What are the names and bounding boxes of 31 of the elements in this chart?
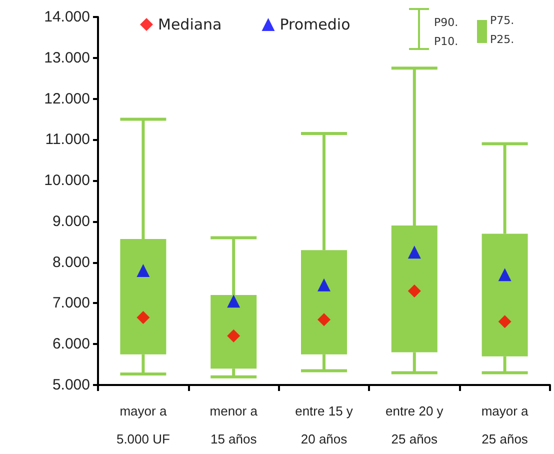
point [498,268,512,282]
point [408,284,421,298]
point [408,246,421,259]
point [498,315,512,328]
y-tick-label: 10.000 [44,172,90,190]
annotation: P25. [490,33,514,46]
y-tick-label: 12.000 [44,90,90,108]
y-tick-label: 14.000 [44,8,90,26]
x-tick-label: menor a 15 años [210,404,258,446]
y-tick-label: 8.000 [52,254,90,271]
annotation: P10. [434,35,458,48]
point [136,264,150,278]
legend-label: Mediana [158,16,222,34]
annotation: P75. [490,14,514,27]
y-tick-label: 7.000 [52,294,90,312]
y-tick-label: 6.000 [52,336,90,353]
point [227,294,240,308]
point [318,278,330,292]
y-tick-label: 13.000 [44,49,90,66]
x-tick-label: entre 15 y 20 años [295,404,354,446]
x-tick-label: mayor a 25 años [481,404,530,446]
point [136,311,150,324]
y-tick-label: 9.000 [52,212,90,230]
legend-label: Promedio [280,16,350,34]
x-tick-label: mayor a 5.000 UF [116,404,170,446]
point [318,313,330,326]
y-tick-label: 11.000 [45,131,90,148]
x-tick-label: entre 20 y 25 años [385,404,444,446]
point [227,329,240,342]
annotation: P90. [434,16,458,29]
y-tick-label: 5.000 [52,376,90,394]
